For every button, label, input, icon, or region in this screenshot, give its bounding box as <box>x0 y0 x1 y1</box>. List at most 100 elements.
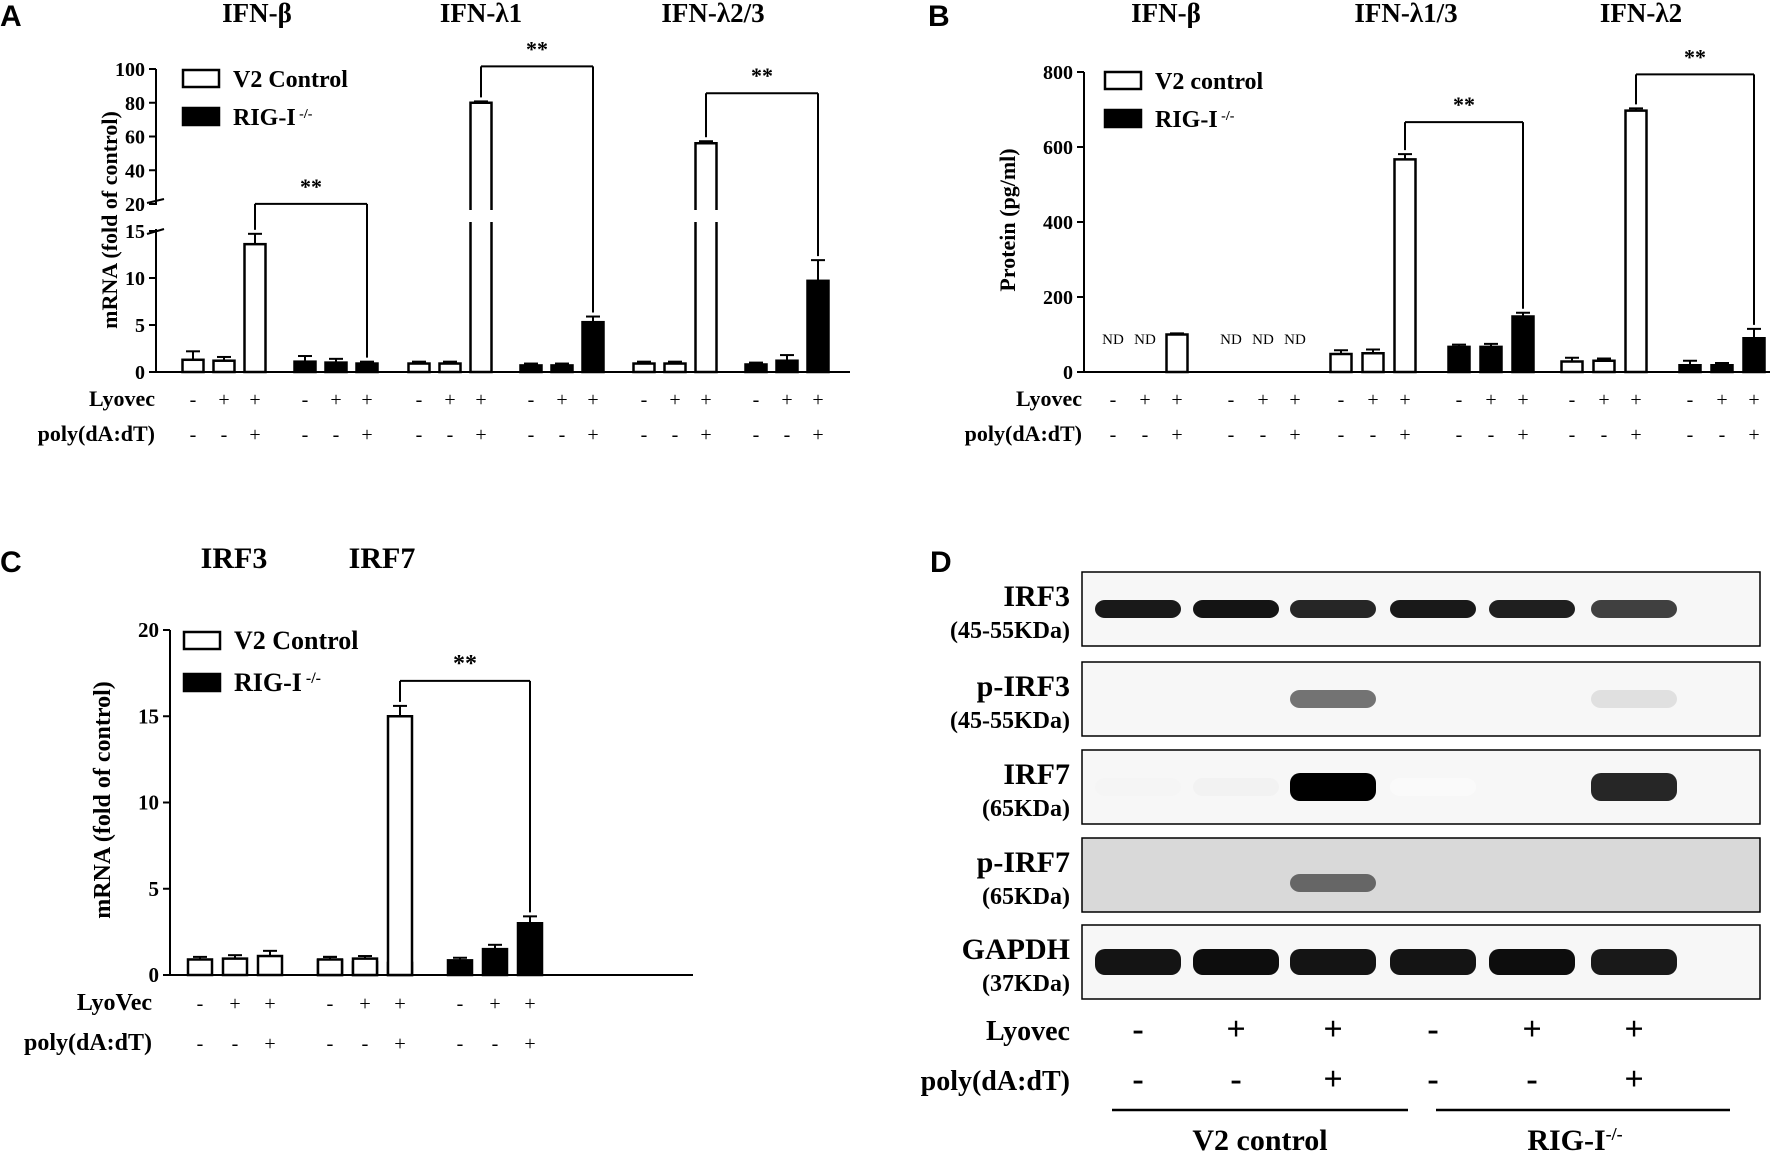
treatment-sign: - <box>232 1033 239 1055</box>
treatment-sign: + <box>1748 389 1759 411</box>
group-title-irf7: IRF7 <box>349 542 416 575</box>
treatment-sign: + <box>1171 389 1182 411</box>
y-tick-label: 100 <box>115 59 145 81</box>
treatment-sign: - <box>327 993 334 1015</box>
bar-rig-ifn-1-3-1 <box>1447 345 1471 374</box>
significance-label: ** <box>1684 44 1706 69</box>
bar-v2-ifn-1 <box>181 358 205 374</box>
significance-label: ** <box>751 63 773 88</box>
panel-letter-b: B <box>928 0 950 33</box>
bar-rig-ifn-2-1 <box>1678 364 1702 374</box>
treatment-sign: + <box>361 389 372 411</box>
blot-band-irf7-lane-1 <box>1095 778 1181 796</box>
blot-sign-poly: - <box>1132 1061 1143 1098</box>
nd-label: ND <box>1134 332 1156 348</box>
bar-rig-irf7-1 <box>446 959 474 977</box>
treatment-sign: - <box>784 424 791 446</box>
nd-label: ND <box>1220 332 1242 348</box>
y-tick-label: 800 <box>1043 62 1073 84</box>
legend-swatch <box>182 672 222 693</box>
legend-label: RIG-I -/- <box>1155 107 1235 133</box>
treatment-sign: - <box>1456 389 1463 411</box>
treatment-sign: + <box>1399 424 1410 446</box>
blot-band-irf3-lane-2 <box>1193 600 1279 618</box>
treatment-sign: + <box>1716 389 1727 411</box>
treatment-sign: + <box>489 993 500 1015</box>
legend-swatch <box>1103 108 1143 129</box>
y-tick-label: 15 <box>125 221 145 243</box>
treatment-label-lyovec: Lyovec <box>1016 386 1082 411</box>
treatment-sign: - <box>1338 424 1345 446</box>
bar-rig-ifn-2-3-3 <box>806 279 830 374</box>
treatment-sign: - <box>641 389 648 411</box>
panel-letter-a: A <box>0 0 22 33</box>
y-tick-label: 10 <box>138 791 159 815</box>
group-title-ifn-2: IFN-λ2 <box>1600 0 1682 28</box>
treatment-sign: - <box>1687 389 1694 411</box>
y-tick-label: 15 <box>138 704 159 728</box>
treatment-sign: + <box>1139 389 1150 411</box>
treatment-sign: - <box>1370 424 1377 446</box>
y-tick-label: 0 <box>1063 362 1073 384</box>
treatment-sign: + <box>812 389 823 411</box>
treatment-sign: - <box>1488 424 1495 446</box>
panel-b-chart: IFN-β IFN-λ1/3 IFN-λ2 0 200 400 600 800 Protein … <box>965 0 1770 446</box>
treatment-sign: + <box>781 389 792 411</box>
treatment-sign: + <box>1517 424 1528 446</box>
bar-v2-irf3-1 <box>186 958 214 977</box>
bar-rig-ifn-1-3-3 <box>1511 315 1535 374</box>
treatment-sign: + <box>475 389 486 411</box>
bar-v2-ifn-1-3-3 <box>1393 158 1417 374</box>
bar-v2-ifn-2-2 <box>1592 359 1616 374</box>
blot-band-irf3-lane-3 <box>1290 600 1376 618</box>
blot-size-gapdh: (37KDa) <box>982 971 1070 997</box>
panel-c-chart: IRF3 IRF7 0 5 10 15 20 mRNA (fold of control) V2… <box>24 542 693 1056</box>
blot-protein-p-irf7: p-IRF7 <box>977 846 1070 879</box>
treatment-label-poly-da-dt: poly(dA:dT) <box>38 421 155 446</box>
axis-break-mark <box>146 198 165 204</box>
treatment-sign: + <box>1630 389 1641 411</box>
treatment-sign: + <box>475 424 486 446</box>
treatment-sign: - <box>197 1033 204 1055</box>
treatment-sign: - <box>1601 424 1608 446</box>
treatment-sign: + <box>1517 389 1528 411</box>
treatment-sign: + <box>394 993 405 1015</box>
nd-label: ND <box>1102 332 1124 348</box>
bar-rig-ifn-2-3 <box>1742 337 1766 374</box>
blot-band-irf3-lane-6 <box>1591 600 1677 618</box>
treatment-sign: - <box>327 993 334 1015</box>
treatment-sign: - <box>1228 389 1235 411</box>
treatment-sign: - <box>1110 424 1117 446</box>
treatment-sign: + <box>524 993 535 1015</box>
bar-v2-ifn-2-3-2 <box>663 362 687 374</box>
y-tick-label: 5 <box>149 877 160 901</box>
y-tick-label: 0 <box>149 963 160 987</box>
significance-label: ** <box>300 174 322 199</box>
bar-rig-irf7-3 <box>516 922 544 977</box>
blot-band-irf7-lane-2 <box>1193 778 1279 796</box>
axis-break-gap <box>148 205 164 229</box>
bar-v2-ifn-3 <box>243 242 267 374</box>
blot-size-irf3: (45-55KDa) <box>950 618 1070 644</box>
treatment-sign: - <box>1569 389 1576 411</box>
y-tick-label: 200 <box>1043 287 1073 309</box>
treatment-sign: + <box>229 993 240 1015</box>
blot-size-p-irf7: (65KDa) <box>982 884 1070 910</box>
blot-sign-poly: - <box>1427 1061 1438 1098</box>
blot-band-gapdh-lane-6 <box>1591 949 1677 975</box>
treatment-sign: - <box>1687 424 1694 446</box>
bar-rig-ifn-3 <box>355 362 379 374</box>
treatment-sign: + <box>1289 389 1300 411</box>
blot-band-irf3-lane-4 <box>1390 600 1476 618</box>
treatment-sign: - <box>221 424 228 446</box>
bar-rig-ifn-2-2 <box>1710 364 1734 374</box>
nd-label: ND <box>1284 332 1306 348</box>
blot-sign-lyovec: + <box>1522 1011 1541 1048</box>
treatment-sign: - <box>1719 424 1726 446</box>
group-title-ifn: IFN-β <box>1131 0 1201 28</box>
blot-sign-lyovec: - <box>1427 1011 1438 1048</box>
bar-rig-ifn-1-2 <box>550 364 574 374</box>
bar-v2-ifn-2-3 <box>1624 109 1648 374</box>
blot-band-gapdh-lane-3 <box>1290 949 1376 975</box>
